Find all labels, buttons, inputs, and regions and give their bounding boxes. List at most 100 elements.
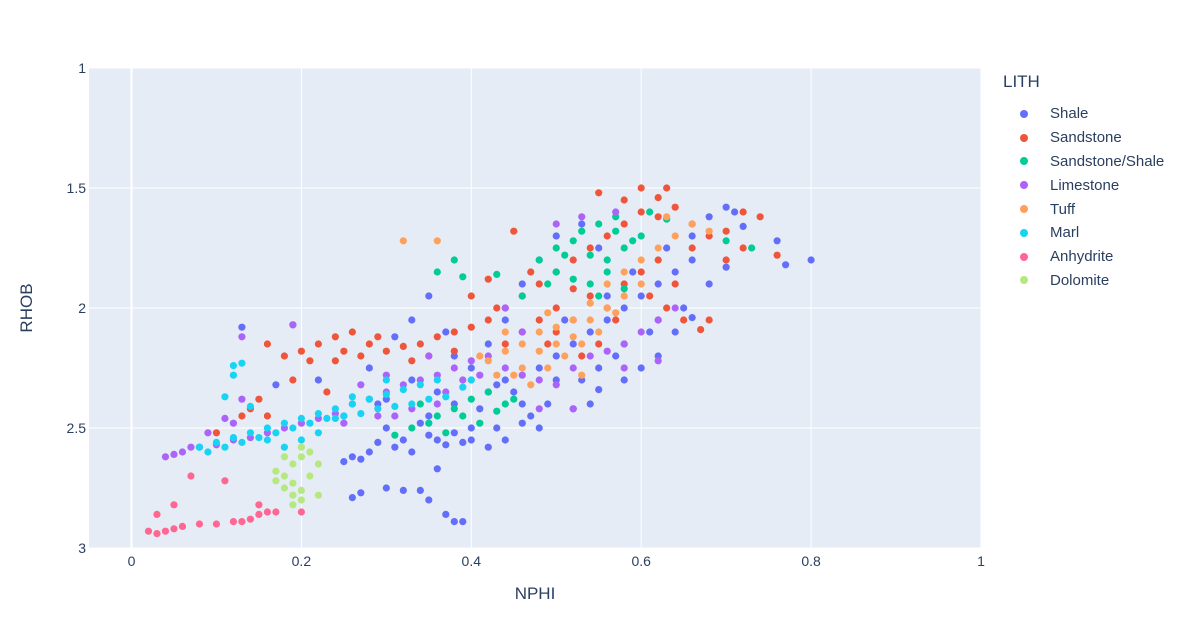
data-point: [671, 280, 679, 288]
data-point: [212, 520, 221, 528]
legend-item-anhydrite[interactable]: Anhydrite: [1003, 245, 1164, 269]
data-point: [501, 316, 509, 324]
data-point: [535, 280, 543, 288]
data-point: [578, 213, 586, 221]
data-point: [578, 371, 586, 379]
data-point: [620, 268, 628, 276]
data-point: [595, 386, 603, 394]
legend-item-sandstone-shale[interactable]: Sandstone/Shale: [1003, 150, 1164, 174]
data-point: [552, 304, 560, 312]
data-point: [391, 402, 399, 410]
y-tick-label: 3: [78, 540, 86, 556]
legend-items: Shale Sandstone Sandstone/Shale Limestone Tu…: [1003, 102, 1164, 292]
legend-item-sandstone[interactable]: Sandstone: [1003, 126, 1164, 150]
data-point: [459, 412, 467, 420]
data-point: [663, 184, 671, 192]
data-point: [391, 412, 399, 420]
data-point: [527, 412, 535, 420]
x-tick-label: 0.2: [292, 553, 312, 569]
data-point: [382, 347, 390, 355]
data-point: [586, 244, 594, 252]
y-tick-label: 1: [78, 60, 86, 76]
data-point: [561, 352, 569, 360]
data-point: [331, 357, 339, 365]
y-tick-label: 2.5: [67, 420, 87, 436]
data-point: [459, 273, 467, 281]
data-point: [340, 419, 348, 427]
data-point: [620, 364, 628, 372]
data-point: [654, 357, 662, 365]
data-point: [484, 357, 492, 365]
data-point: [535, 405, 543, 413]
data-point: [161, 453, 170, 461]
data-point: [263, 508, 271, 516]
data-point: [612, 309, 620, 317]
data-point: [399, 386, 407, 394]
data-point: [722, 237, 730, 245]
data-point: [620, 244, 628, 252]
legend-item-dolomite[interactable]: Dolomite: [1003, 269, 1164, 293]
data-point: [595, 364, 603, 372]
data-point: [382, 424, 390, 432]
data-point: [510, 371, 518, 379]
data-point: [603, 232, 611, 240]
data-point: [688, 244, 696, 252]
data-point: [246, 429, 255, 437]
data-point: [544, 364, 552, 372]
data-point: [408, 424, 416, 432]
data-point: [238, 359, 246, 367]
data-point: [459, 376, 467, 384]
data-point: [229, 434, 238, 442]
data-point: [603, 280, 611, 288]
data-point: [595, 189, 603, 197]
data-point: [722, 203, 730, 211]
data-point: [272, 381, 280, 389]
data-point: [297, 453, 305, 461]
data-point: [739, 222, 747, 230]
data-point: [416, 486, 424, 494]
data-point: [425, 395, 433, 403]
data-point: [272, 477, 280, 485]
data-point: [569, 405, 577, 413]
data-point: [467, 364, 475, 372]
data-point: [263, 424, 271, 432]
data-point: [297, 496, 305, 504]
data-point: [153, 530, 161, 538]
data-point: [493, 270, 501, 278]
data-point: [756, 213, 764, 221]
data-point: [569, 333, 577, 341]
data-point: [238, 323, 246, 331]
data-point: [705, 227, 713, 235]
data-point: [161, 527, 170, 535]
data-point: [688, 232, 696, 240]
data-point: [569, 316, 577, 324]
legend-item-limestone[interactable]: Limestone: [1003, 173, 1164, 197]
data-point: [408, 448, 416, 456]
data-point: [586, 400, 594, 408]
data-point: [348, 328, 356, 336]
data-point: [501, 400, 509, 408]
data-point: [433, 388, 441, 396]
data-point: [348, 494, 356, 502]
data-point: [314, 340, 322, 348]
data-point: [280, 484, 288, 492]
data-point: [637, 364, 645, 372]
data-point: [442, 510, 450, 518]
data-point: [289, 424, 297, 432]
legend-item-marl[interactable]: Marl: [1003, 221, 1164, 245]
data-point: [535, 316, 543, 324]
data-point: [646, 328, 654, 336]
data-point: [450, 405, 458, 413]
data-point: [306, 419, 314, 427]
legend-marker-icon: [1020, 252, 1028, 261]
data-point: [535, 424, 543, 432]
grid-lines: [89, 67, 982, 549]
legend-item-shale[interactable]: Shale: [1003, 102, 1164, 126]
data-point: [289, 321, 297, 329]
legend-item-tuff[interactable]: Tuff: [1003, 197, 1164, 221]
data-point: [289, 479, 297, 487]
data-point: [348, 400, 356, 408]
x-tick-labels: 0 0.2 0.4 0.6 0.8 1: [128, 553, 986, 569]
data-point: [433, 237, 441, 245]
